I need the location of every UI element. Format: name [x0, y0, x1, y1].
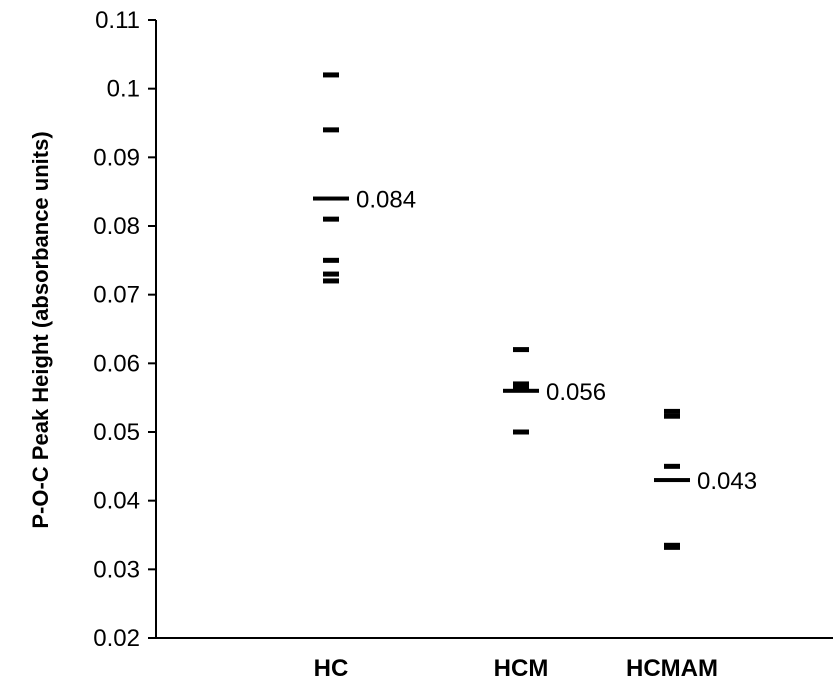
y-axis-ticks: 0.02 0.03 0.04 0.05 0.06 0.07 0.08 0.09 0.1 0.11	[93, 7, 156, 652]
y-tick-label: 0.11	[95, 7, 140, 34]
data-point-mark	[323, 271, 339, 277]
x-category-label: HCM	[494, 655, 549, 682]
y-tick-label: 0.1	[107, 76, 140, 103]
y-tick-label: 0.03	[93, 556, 140, 583]
mean-line-mark	[503, 388, 539, 393]
y-tick-label: 0.05	[93, 419, 140, 446]
data-point-mark	[513, 381, 529, 387]
data-point-mark	[323, 257, 339, 263]
data-point-mark	[323, 127, 339, 133]
mean-markers: 0.084 0.056 0.043	[313, 187, 757, 495]
mean-value-label: 0.043	[697, 468, 757, 495]
plot-axes	[155, 20, 833, 639]
data-point-mark	[664, 413, 680, 419]
data-point-mark	[664, 408, 680, 414]
data-point-mark	[513, 347, 529, 353]
data-point-mark	[664, 463, 680, 469]
mean-value-label: 0.084	[356, 187, 416, 214]
mean-line-mark	[654, 478, 690, 483]
data-point-mark	[323, 216, 339, 222]
data-point-mark	[664, 544, 680, 550]
mean-value-label: 0.056	[546, 379, 606, 406]
data-point-mark	[513, 429, 529, 435]
x-category-label: HC	[314, 655, 349, 682]
x-axis-category-labels: HC HCM HCMAM	[314, 655, 718, 682]
x-category-label: HCMAM	[626, 655, 718, 682]
data-point-mark	[323, 72, 339, 78]
y-axis-label: P-O-C Peak Height (absorbance units)	[28, 131, 53, 528]
y-tick-label: 0.04	[93, 488, 140, 515]
y-tick-label: 0.09	[93, 144, 140, 171]
y-tick-label: 0.02	[93, 625, 140, 652]
y-tick-label: 0.06	[93, 350, 140, 377]
y-tick-label: 0.07	[93, 282, 140, 309]
data-marks	[323, 72, 680, 550]
data-point-mark	[513, 384, 529, 390]
mean-line-mark	[313, 196, 349, 201]
y-tick-label: 0.08	[93, 213, 140, 240]
data-point-mark	[323, 278, 339, 284]
